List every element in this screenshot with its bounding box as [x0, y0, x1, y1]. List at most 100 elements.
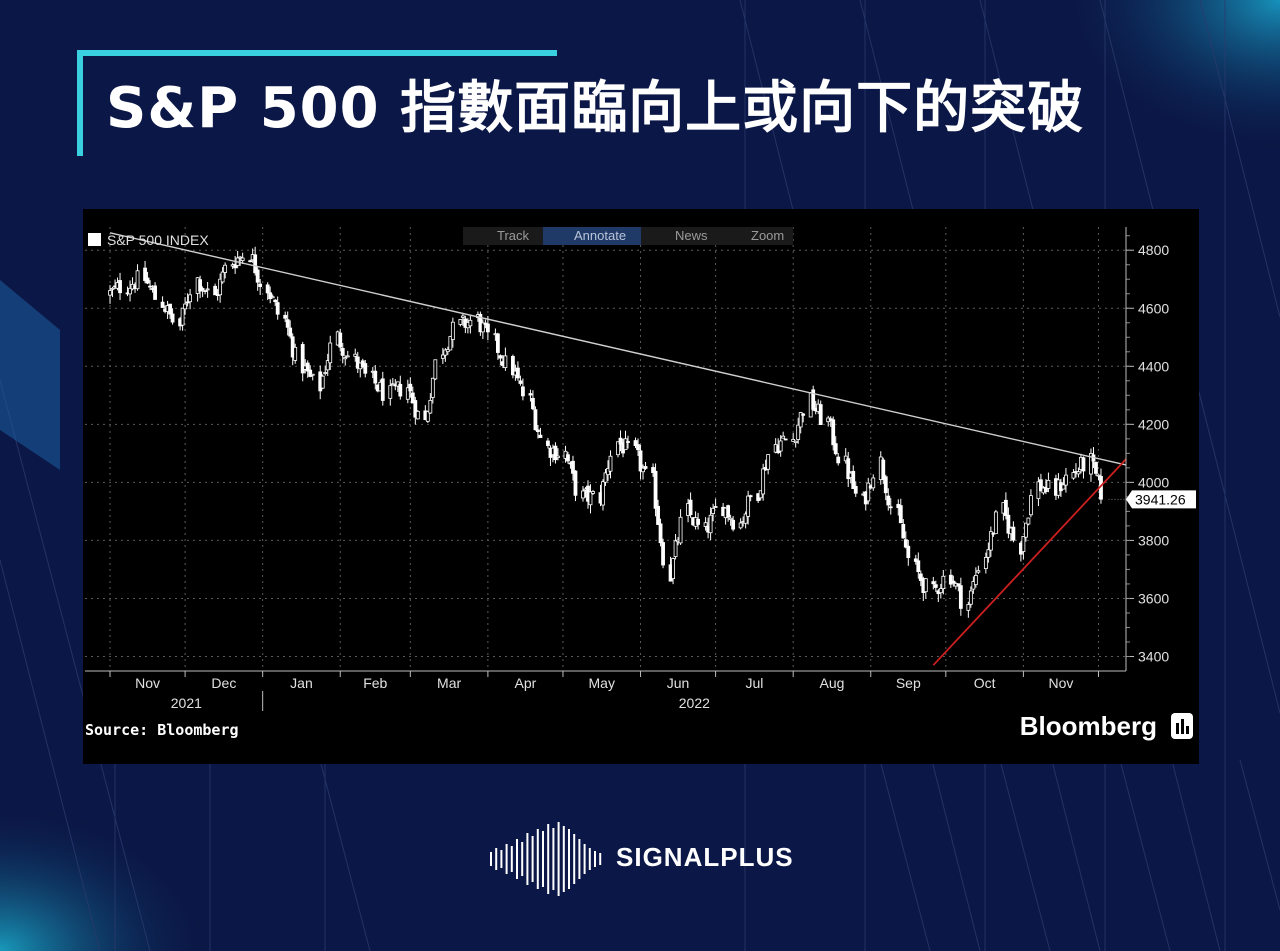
candle-body — [653, 470, 658, 509]
candle-body — [866, 482, 871, 502]
candle-body — [480, 322, 485, 333]
candle-body — [783, 438, 788, 441]
candle-body — [268, 292, 273, 300]
candle-body — [355, 356, 360, 369]
candle-body — [798, 412, 803, 428]
candle-body — [405, 387, 410, 400]
x-year-label: 2021 — [171, 695, 202, 711]
candle-body — [1021, 536, 1026, 552]
candle-body — [1071, 472, 1076, 479]
candle-body — [906, 545, 911, 559]
brand-bar — [516, 839, 518, 879]
footer-brand: SIGNALPLUS — [486, 816, 806, 902]
legend-label[interactable]: S&P 500 INDEX — [107, 232, 209, 248]
brand-bar — [542, 831, 544, 887]
candle-body — [638, 450, 643, 472]
candle-body — [205, 288, 210, 291]
candle-body — [633, 440, 638, 446]
candle-body — [135, 270, 140, 290]
toolbar-news[interactable]: News — [675, 228, 708, 243]
candle-body — [240, 257, 245, 262]
x-tick-label: Aug — [820, 675, 845, 691]
candle-body — [145, 277, 150, 284]
candle-body — [328, 342, 333, 364]
candle-body — [258, 283, 263, 287]
brand-bar — [536, 829, 539, 889]
candle-body — [168, 303, 172, 315]
candle-body — [918, 573, 923, 581]
candle-body — [188, 294, 193, 303]
candle-body — [388, 385, 393, 399]
chart-panel: 3400 3600 3800 4000 4200 4400 4600 4800 Nov Dec Ja… — [83, 209, 1199, 764]
candle-body — [218, 278, 223, 296]
toolbar-track[interactable]: Track — [497, 228, 530, 243]
candle-body — [801, 413, 806, 416]
candle-body — [450, 321, 455, 340]
candle-body — [253, 254, 258, 274]
candle-body — [871, 477, 876, 489]
x-tick-label: Nov — [135, 675, 160, 691]
candle-body — [425, 411, 430, 422]
brand-bar — [578, 839, 581, 879]
bloomberg-logo-text: Bloomberg — [1020, 711, 1157, 741]
candle-body — [143, 267, 147, 281]
candle-body — [883, 476, 888, 494]
candle-body — [1094, 461, 1098, 474]
candle-body — [968, 590, 973, 605]
candle-body — [626, 441, 630, 443]
candle-body — [796, 424, 801, 440]
candle-body — [1061, 484, 1066, 490]
candle-body — [658, 523, 663, 544]
candle-body — [988, 531, 993, 551]
candle-body — [731, 519, 736, 530]
candle-body — [340, 347, 345, 356]
candle-body — [1046, 479, 1051, 489]
candle-body — [440, 354, 445, 359]
candle-body — [213, 285, 218, 296]
candle-body — [380, 378, 385, 401]
candle-body — [248, 260, 253, 263]
candle-body — [415, 410, 420, 420]
candle-body — [323, 372, 328, 374]
axis-layer: 3400 3600 3800 4000 4200 4400 4600 4800 Nov Dec Ja… — [85, 227, 1196, 711]
toolbar-annotate[interactable]: Annotate — [574, 228, 626, 243]
candle-body — [185, 301, 190, 304]
candle-body — [673, 540, 678, 558]
candle-body — [1076, 471, 1081, 475]
candle-body — [288, 327, 293, 337]
candle-body — [338, 332, 343, 348]
candle-body — [573, 470, 578, 496]
candle-body — [428, 400, 433, 414]
x-tick-label: Apr — [515, 675, 537, 691]
candle-body — [651, 467, 655, 474]
toolbar-zoom[interactable]: Zoom — [751, 228, 784, 243]
candle-body — [608, 455, 613, 472]
candle-body — [308, 369, 313, 377]
x-tick-label: May — [589, 675, 615, 691]
candle-body — [220, 271, 225, 283]
candle-body — [761, 468, 766, 495]
candle-body — [153, 285, 157, 300]
candle-body — [678, 516, 683, 544]
candle-body — [233, 264, 238, 269]
title-accent-vertical — [77, 50, 83, 156]
bloomberg-logo-icon — [1171, 713, 1193, 739]
candle-body — [958, 585, 963, 609]
y-tick-label: 4200 — [1138, 416, 1169, 432]
page-title: S&P 500 指數面臨向上或向下的突破 — [106, 76, 1085, 141]
candle-body — [931, 581, 936, 585]
candle-body — [1006, 514, 1011, 534]
candle-body — [1011, 526, 1016, 541]
brand-bar — [547, 824, 550, 894]
candle-body — [485, 323, 490, 333]
candle-body — [108, 290, 112, 296]
candle-body — [571, 460, 575, 474]
candle-body — [708, 514, 713, 534]
brand-bar — [500, 850, 503, 868]
candle-body — [986, 549, 991, 558]
candle-body — [703, 522, 708, 527]
candle-body — [1096, 474, 1101, 477]
candle-body — [546, 440, 550, 446]
candle-body — [1081, 457, 1086, 472]
candle-body — [528, 393, 533, 396]
